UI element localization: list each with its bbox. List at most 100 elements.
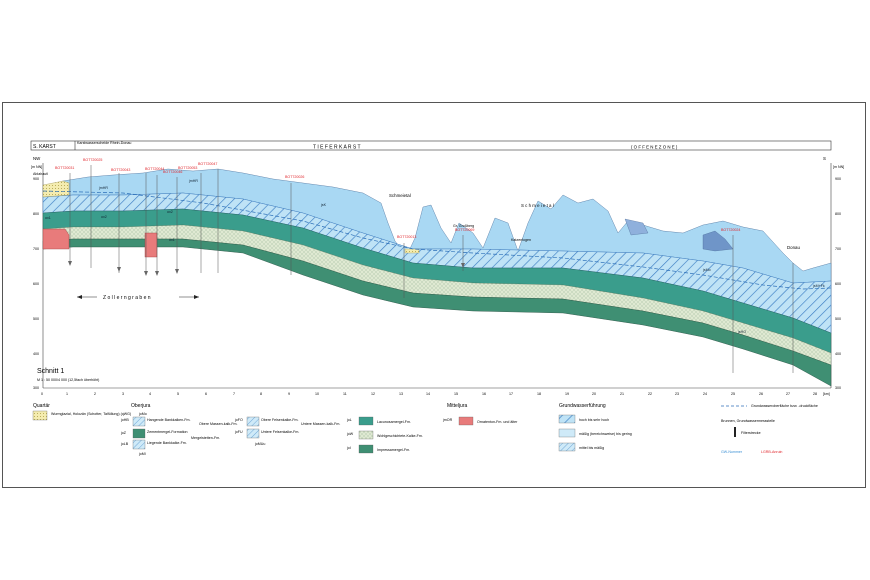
header-divide-label: Karstwasserscheide Rhein-Donau xyxy=(77,141,131,145)
svg-text:Wurmglazial, Holozän (Schotter: Wurmglazial, Holozän (Schotter, Talfüllu… xyxy=(51,412,131,416)
svg-text:20: 20 xyxy=(592,392,596,396)
svg-text:15: 15 xyxy=(454,392,458,396)
svg-text:joMo: joMo xyxy=(138,412,147,416)
svg-text:Brunnen, Grundwassermessstelle: Brunnen, Grundwassermessstelle xyxy=(721,419,775,423)
svg-text:24: 24 xyxy=(703,392,707,396)
schnitt-title: Schnitt 1 xyxy=(37,368,64,375)
svg-text:22: 22 xyxy=(648,392,652,396)
svg-text:joMl: joMl xyxy=(138,452,146,456)
svg-text:BOT720026: BOT720026 xyxy=(285,175,304,179)
svg-text:joW: joW xyxy=(346,432,354,436)
header-left-zone: S. KARST xyxy=(33,144,56,150)
borehole-labels: BOT720031 BOT720025 BOT720043 BOT720044 … xyxy=(55,158,740,239)
legend-grundwasser-heading: Grundwasserführung xyxy=(559,403,606,409)
svg-text:800: 800 xyxy=(33,212,39,216)
svg-text:BOT720044: BOT720044 xyxy=(145,167,164,171)
groundwater-surface-line xyxy=(42,190,832,290)
svg-text:BOT720047: BOT720047 xyxy=(198,162,217,166)
svg-text:jsM+Fk: jsM+Fk xyxy=(812,284,825,288)
svg-text:joL: joL xyxy=(346,418,352,422)
svg-text:700: 700 xyxy=(835,247,841,251)
schnitt-scale: M 1 : 50 000/4 000 (12,5fach überhöht) xyxy=(37,378,99,382)
place-grosberg: Gr. Großberg xyxy=(453,224,474,228)
svg-text:Wohlgeschichtete-Kalke-Fm.: Wohlgeschichtete-Kalke-Fm. xyxy=(377,434,423,438)
svg-text:jmOR: jmOR xyxy=(442,418,453,422)
unit-codes: jmHR ox2 ox1 jmHR jsK ox2 ox1 jsMo jsHO … xyxy=(45,179,825,334)
section-frame: S. KARST Karstwasserscheide Rhein-Donau … xyxy=(2,102,866,488)
svg-text:BOT720053: BOT720053 xyxy=(178,166,197,170)
svg-text:500: 500 xyxy=(33,317,39,321)
svg-text:2: 2 xyxy=(94,392,96,396)
direction-right: S xyxy=(823,156,826,161)
svg-text:Untere Felsenkalke-Fm.: Untere Felsenkalke-Fm. xyxy=(261,430,299,434)
zollerngraben-marker: Z o l l e r n g r a b e n xyxy=(77,295,199,301)
svg-text:Mergelstetten-Fm.: Mergelstetten-Fm. xyxy=(191,436,220,440)
svg-text:joMUu: joMUu xyxy=(254,442,265,446)
svg-text:8: 8 xyxy=(260,392,262,396)
svg-text:BOT720031: BOT720031 xyxy=(55,166,74,170)
svg-text:27: 27 xyxy=(786,392,790,396)
svg-text:ox2: ox2 xyxy=(167,210,173,214)
svg-text:25: 25 xyxy=(731,392,735,396)
legend-quartaer-heading: Quartär xyxy=(33,403,50,409)
header-right-zone: ( O F F E N E Z O N E ) xyxy=(631,145,678,150)
svg-text:Zementmergel-Formation: Zementmergel-Formation xyxy=(147,430,188,434)
svg-text:Ornatenton-Fm. und älter: Ornatenton-Fm. und älter xyxy=(477,420,518,424)
svg-text:500: 500 xyxy=(835,317,841,321)
svg-text:13: 13 xyxy=(399,392,403,396)
svg-text:0: 0 xyxy=(41,392,43,396)
svg-text:joI: joI xyxy=(346,446,351,450)
svg-text:joZ: joZ xyxy=(120,431,127,435)
place-ablaheutl: Ablahautl xyxy=(33,172,48,176)
svg-text:[km]: [km] xyxy=(823,392,830,396)
header-band xyxy=(30,140,832,151)
unit-left: [m NN] xyxy=(31,165,42,169)
svg-text:jsMo: jsMo xyxy=(702,268,711,272)
svg-text:10: 10 xyxy=(315,392,319,396)
place-schmeietal: Schmeietal xyxy=(389,193,411,198)
svg-text:700: 700 xyxy=(33,247,39,251)
svg-text:26: 26 xyxy=(759,392,763,396)
km-axis: 0 1 2 3 4 5 6 7 8 9 10 11 12 13 14 15 16… xyxy=(41,392,830,396)
svg-text:joFO: joFO xyxy=(234,418,243,422)
svg-text:ox1: ox1 xyxy=(169,238,175,242)
svg-text:GW-Nummer: GW-Nummer xyxy=(721,450,743,454)
unit-right: [m NN] xyxy=(833,165,844,169)
svg-text:12: 12 xyxy=(371,392,375,396)
karst-block-right-2 xyxy=(624,218,649,236)
svg-text:1: 1 xyxy=(66,392,68,396)
legend-mitteljura-heading: Mitteljura xyxy=(447,403,468,409)
svg-text:9: 9 xyxy=(288,392,290,396)
svg-text:Hangende Bankkalken-Fm.: Hangende Bankkalken-Fm. xyxy=(147,418,191,422)
place-katzenlogen: Katzenlogen xyxy=(511,238,531,242)
svg-text:joHB: joHB xyxy=(120,418,129,422)
svg-text:19: 19 xyxy=(565,392,569,396)
svg-text:14: 14 xyxy=(426,392,430,396)
svg-text:jsHO: jsHO xyxy=(737,330,746,334)
direction-left: NW xyxy=(33,156,41,161)
svg-text:ox2: ox2 xyxy=(101,215,107,219)
svg-text:5: 5 xyxy=(177,392,179,396)
svg-text:hoch bis sehr hoch: hoch bis sehr hoch xyxy=(579,418,609,422)
place-donau: Donau xyxy=(787,245,800,250)
legend-oberjura-heading: Oberjura xyxy=(131,403,151,409)
svg-text:17: 17 xyxy=(509,392,513,396)
svg-text:3: 3 xyxy=(122,392,124,396)
svg-text:Filterstrecke: Filterstrecke xyxy=(741,431,761,435)
svg-text:joFU: joFU xyxy=(234,430,243,434)
ornatenton-unit-2 xyxy=(144,232,158,258)
svg-text:800: 800 xyxy=(835,212,841,216)
svg-text:900: 900 xyxy=(33,177,39,181)
svg-text:Liegende Bankkalke-Fm.: Liegende Bankkalke-Fm. xyxy=(147,441,187,445)
svg-text:LGRB-Anruin: LGRB-Anruin xyxy=(761,450,782,454)
svg-text:joLB: joLB xyxy=(120,442,129,446)
svg-text:400: 400 xyxy=(835,352,841,356)
svg-text:11: 11 xyxy=(343,392,347,396)
place-schmeietal-2: S c h m e i e t a l xyxy=(521,203,554,208)
svg-text:400: 400 xyxy=(33,352,39,356)
svg-text:300: 300 xyxy=(835,386,841,390)
svg-text:Obere Massen-kalk-Fm.: Obere Massen-kalk-Fm. xyxy=(199,422,238,426)
svg-text:7: 7 xyxy=(233,392,235,396)
svg-text:300: 300 xyxy=(33,386,39,390)
elevation-labels-right: 900 800 700 600 500 400 300 xyxy=(835,177,841,390)
